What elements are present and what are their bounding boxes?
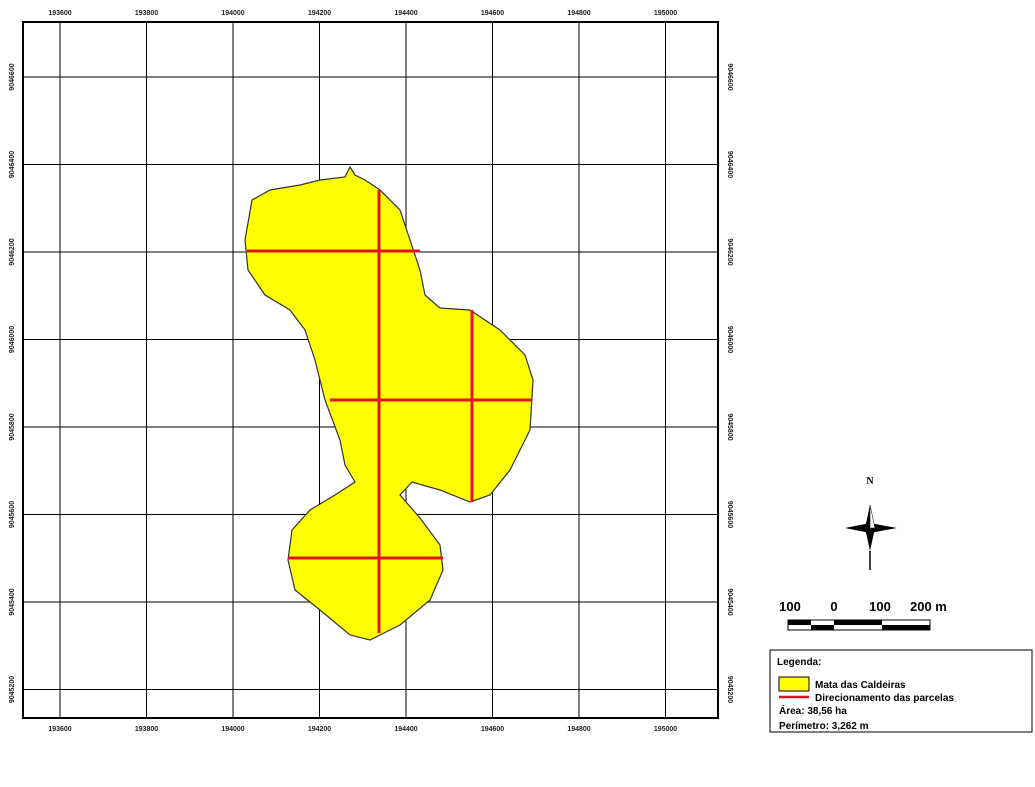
y-coordinate-label: 9045800	[726, 413, 733, 440]
scale-label: 200 m	[910, 599, 947, 614]
x-coordinate-label: 194200	[308, 726, 331, 733]
x-coordinate-label: 194000	[221, 726, 244, 733]
legend-perimeter: Perímetro: 3,262 m	[779, 721, 869, 732]
legend-item: Direcionamento das parcelas	[815, 693, 954, 704]
x-coordinate-label: 194400	[394, 726, 417, 733]
x-coordinate-label: 193600	[48, 10, 71, 17]
y-coordinate-label: 9046000	[726, 326, 733, 353]
scale-label: 100	[869, 599, 891, 614]
y-coordinate-label: 9046200	[9, 238, 16, 265]
y-coordinate-label: 9045400	[9, 588, 16, 615]
y-coordinate-label: 9045600	[726, 501, 733, 528]
map-frame	[22, 21, 719, 719]
compass-light	[869, 504, 876, 529]
scale-segment	[788, 620, 811, 625]
legend-box	[769, 649, 1033, 733]
y-coordinate-label: 9046600	[9, 63, 16, 90]
forest-polygon	[244, 165, 534, 641]
scale-label: 0	[830, 599, 837, 614]
coordinate-labels: 193600 193600 193800 193800 194000 194000 1942…	[9, 10, 733, 733]
scale-segment	[882, 625, 930, 630]
north-label: N	[866, 476, 874, 487]
y-coordinate-label: 9046200	[726, 238, 733, 265]
y-coordinate-label: 9045800	[9, 413, 16, 440]
x-coordinate-label: 195000	[654, 726, 677, 733]
x-coordinate-label: 194000	[221, 10, 244, 17]
y-coordinate-label: 9046000	[9, 326, 16, 353]
scale-bar: 100 0 100 200 m	[779, 599, 947, 631]
legend-item: Mata das Caldeiras	[815, 680, 906, 691]
north-arrow: N	[845, 476, 897, 570]
x-coordinate-label: 194600	[481, 726, 504, 733]
x-coordinate-label: 195000	[654, 10, 677, 17]
x-coordinate-label: 193800	[135, 726, 158, 733]
plot-lines	[247, 190, 532, 633]
x-coordinate-label: 194800	[567, 726, 590, 733]
x-coordinate-label: 194600	[481, 10, 504, 17]
scale-segment	[811, 625, 834, 630]
legend-swatch	[778, 676, 810, 692]
y-coordinate-label: 9046400	[9, 151, 16, 178]
x-coordinate-label: 193600	[48, 726, 71, 733]
y-coordinate-label: 9045400	[726, 588, 733, 615]
y-coordinate-label: 9045200	[726, 676, 733, 703]
legend-area: Área: 38,56 ha	[779, 704, 847, 717]
x-coordinate-label: 194400	[394, 10, 417, 17]
x-coordinate-label: 194200	[308, 10, 331, 17]
x-coordinate-label: 193800	[135, 10, 158, 17]
y-coordinate-label: 9045600	[9, 501, 16, 528]
scale-label: 100	[779, 599, 801, 614]
legend-title: Legenda:	[777, 657, 821, 668]
y-coordinate-label: 9046600	[726, 63, 733, 90]
x-coordinate-label: 194800	[567, 10, 590, 17]
y-coordinate-label: 9045200	[9, 676, 16, 703]
legend: Legenda: Mata das Caldeiras Direcionamen…	[769, 649, 1033, 733]
y-coordinate-label: 9046400	[726, 151, 733, 178]
scale-segment	[834, 620, 882, 625]
